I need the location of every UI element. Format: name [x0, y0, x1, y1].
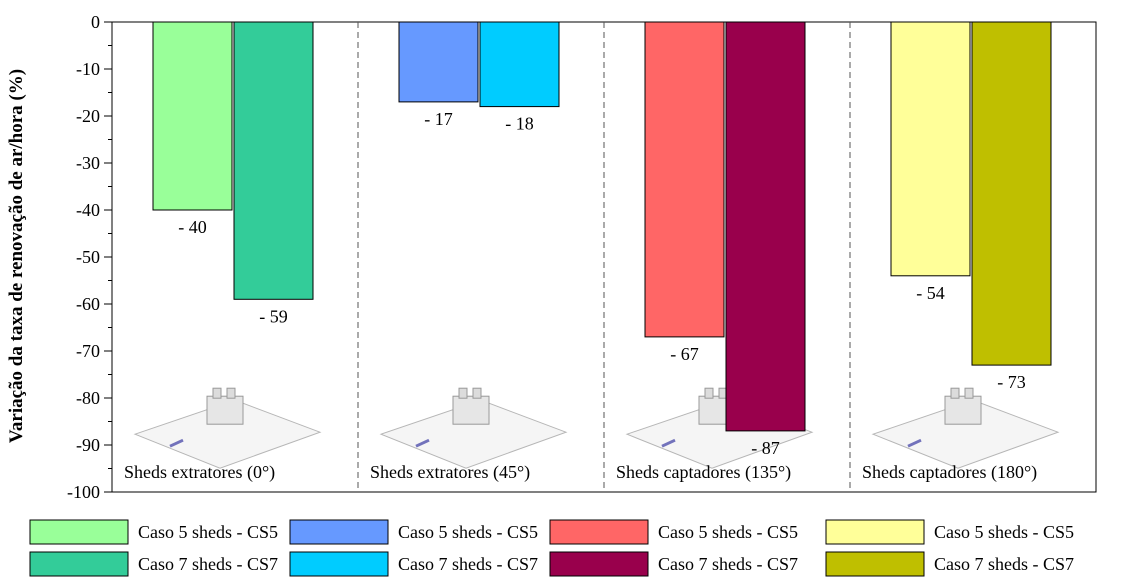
legend-item: Caso 5 sheds - CS5: [289, 519, 538, 545]
bar-value-label: - 40: [178, 217, 207, 237]
bar-group: - 40 - 59 Sheds extratores (0°): [124, 21, 322, 483]
legend-item: Caso 7 sheds - CS7: [549, 551, 798, 577]
ground-plane: [133, 399, 322, 469]
category-label: Sheds extratores (0°): [124, 462, 275, 483]
legend-label: Caso 7 sheds - CS7: [934, 554, 1074, 574]
legend-swatch: [825, 519, 925, 545]
legend-swatch: [549, 519, 649, 545]
y-tick-label: -60: [76, 294, 100, 314]
bar-value-label: - 67: [670, 344, 699, 364]
y-tick-label: -40: [76, 200, 100, 220]
bar: [644, 21, 725, 338]
building-illustration: [871, 387, 1060, 469]
ground-plane: [379, 399, 568, 469]
bar: [398, 21, 479, 103]
building-body: [206, 395, 244, 425]
shed: [472, 387, 482, 399]
building-illustration: [133, 387, 322, 469]
shed: [704, 387, 714, 399]
y-tick-label: -30: [76, 153, 100, 173]
legend-item: Caso 7 sheds - CS7: [289, 551, 538, 577]
y-tick-label: -80: [76, 388, 100, 408]
shed: [964, 387, 974, 399]
legend-swatch: [29, 551, 129, 577]
legend-item: Caso 7 sheds - CS7: [29, 551, 278, 577]
legend-label: Caso 5 sheds - CS5: [934, 522, 1074, 542]
legend-label: Caso 5 sheds - CS5: [658, 522, 798, 542]
y-tick-label: -20: [76, 106, 100, 126]
shed: [458, 387, 468, 399]
wind-arrow-icon: [415, 438, 430, 448]
bar: [725, 21, 806, 432]
legend-label: Caso 5 sheds - CS5: [398, 522, 538, 542]
building-body: [452, 395, 490, 425]
y-tick-label: 0: [91, 12, 100, 32]
bar-group: - 54 - 73 Sheds captadores (180°): [849, 21, 1060, 492]
bar-value-label: - 73: [997, 372, 1026, 392]
legend-label: Caso 7 sheds - CS7: [658, 554, 798, 574]
legend-swatch: [549, 551, 649, 577]
plot-area: 0 -10 -20 -30 -40 -50 -60 -70 -80 -90 -100 - 40 - 59…: [67, 12, 1097, 502]
building-body: [944, 395, 982, 425]
bar: [971, 21, 1052, 366]
legend-item: Caso 7 sheds - CS7: [825, 551, 1074, 577]
bar: [890, 21, 971, 277]
y-tick-label: -100: [67, 482, 100, 502]
legend-item: Caso 5 sheds - CS5: [29, 519, 278, 545]
category-label: Sheds captadores (135°): [616, 462, 791, 483]
bar-value-label: - 54: [916, 283, 945, 303]
bar: [152, 21, 233, 211]
bar: [233, 21, 314, 300]
legend-label: Caso 7 sheds - CS7: [138, 554, 278, 574]
legend-item: Caso 5 sheds - CS5: [549, 519, 798, 545]
legend-label: Caso 5 sheds - CS5: [138, 522, 278, 542]
y-tick-label: -10: [76, 59, 100, 79]
bar-group: - 67 - 87 Sheds captadores (135°): [603, 21, 814, 492]
wind-arrow-icon: [907, 438, 922, 448]
y-axis-label: Variação da taxa de renovação de ar/hora…: [6, 69, 27, 443]
shed: [226, 387, 236, 399]
category-label: Sheds extratores (45°): [370, 462, 530, 483]
y-tick-label: -50: [76, 247, 100, 267]
legend-swatch: [825, 551, 925, 577]
legend-swatch: [29, 519, 129, 545]
legend-swatch: [289, 551, 389, 577]
wind-arrow-icon: [661, 438, 676, 448]
bar-value-label: - 87: [751, 438, 780, 458]
legend-label: Caso 7 sheds - CS7: [398, 554, 538, 574]
legend-item: Caso 5 sheds - CS5: [825, 519, 1074, 545]
bar-group: - 17 - 18 Sheds extratores (45°): [357, 21, 568, 492]
wind-arrow-icon: [169, 438, 184, 448]
ground-plane: [871, 399, 1060, 469]
category-label: Sheds captadores (180°): [862, 462, 1037, 483]
bar: [479, 21, 560, 108]
y-tick-label: -70: [76, 341, 100, 361]
y-tick-label: -90: [76, 435, 100, 455]
building-illustration: [379, 387, 568, 469]
bar-value-label: - 17: [424, 109, 453, 129]
legend-swatch: [289, 519, 389, 545]
shed: [212, 387, 222, 399]
bar-value-label: - 18: [505, 114, 534, 134]
shed: [950, 387, 960, 399]
legend: Caso 5 sheds - CS5 Caso 7 sheds - CS7 Caso…: [29, 519, 1074, 577]
bar-value-label: - 59: [259, 306, 288, 326]
